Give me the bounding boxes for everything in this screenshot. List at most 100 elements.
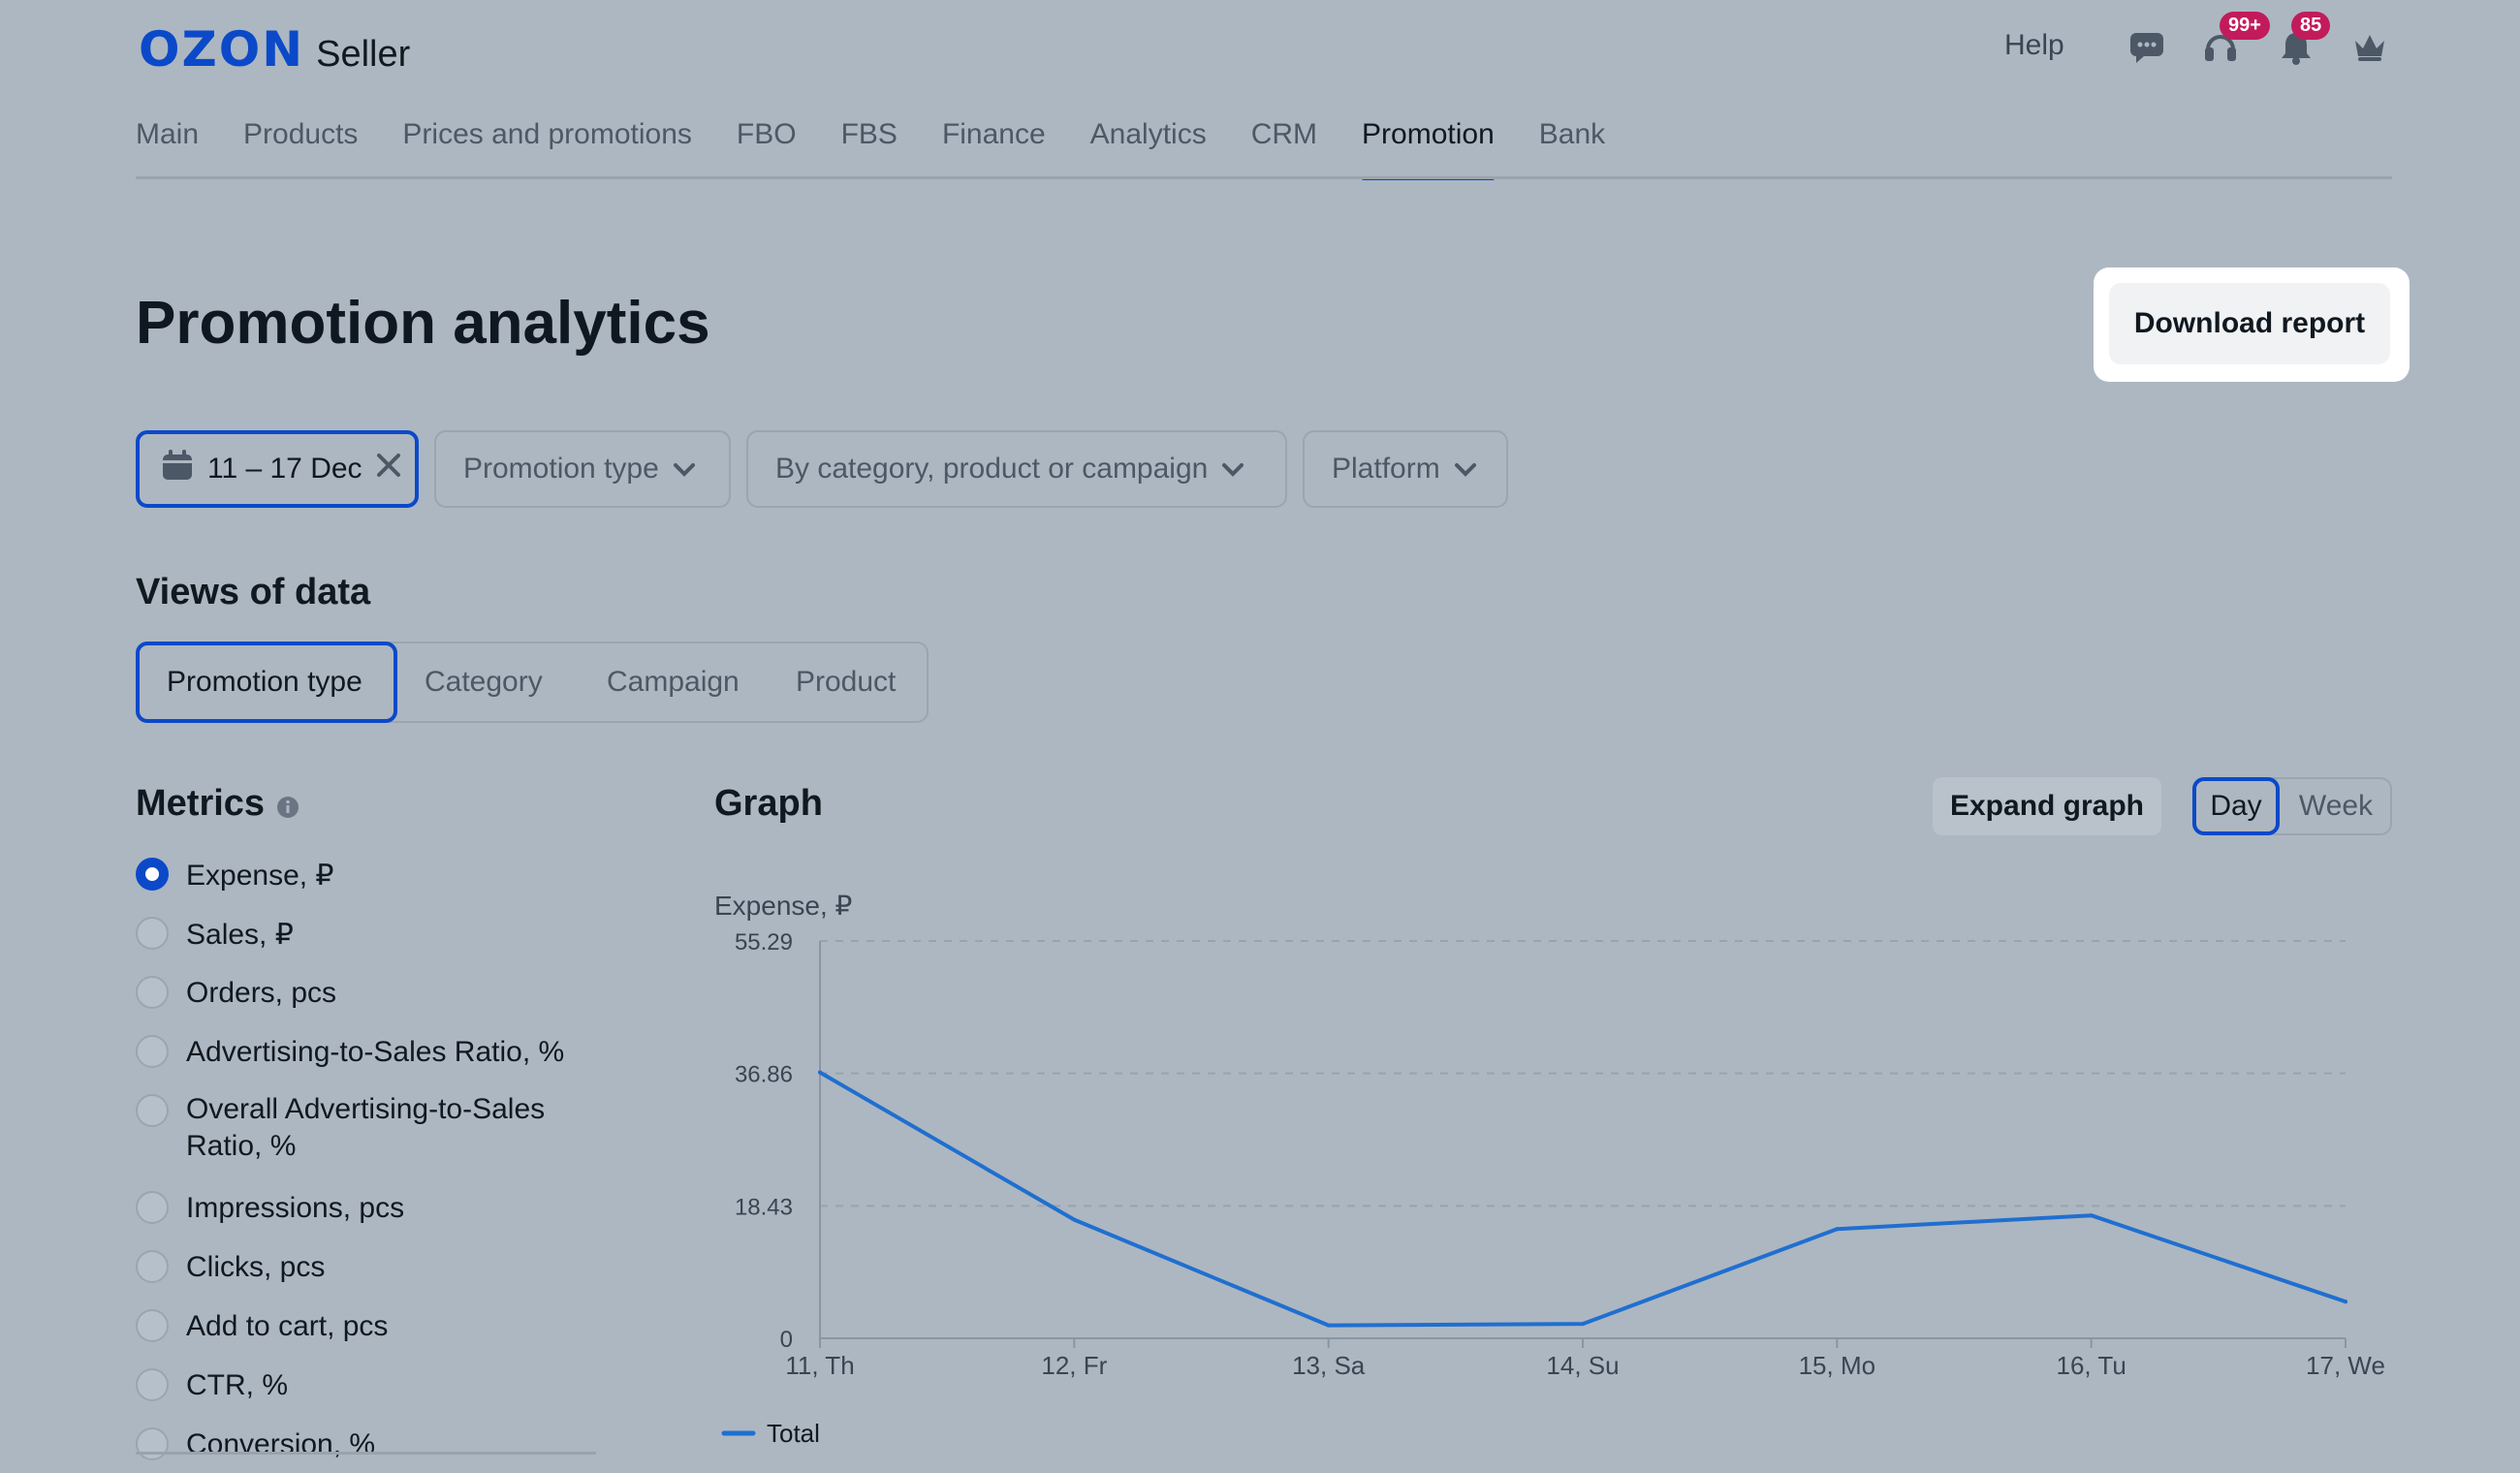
graph-title: Graph [714,783,823,824]
nav-item-analytics[interactable]: Analytics [1089,118,1207,150]
support-icon[interactable]: 99+ [2200,12,2270,66]
main-nav: Main Products Prices and promotions FBO … [136,118,1606,180]
x-tick-label: 12, Fr [1041,1351,1107,1380]
y-tick-label: 55.29 [735,929,793,956]
tab-campaign[interactable]: Campaign [607,666,740,698]
metric-option[interactable]: Advertising-to-Sales Ratio, % [136,1035,640,1069]
crown-icon[interactable] [2349,29,2390,66]
metric-option[interactable]: Add to cart, pcs [136,1309,640,1343]
nav-item-fbs[interactable]: FBS [840,118,898,150]
data-point [2089,1213,2094,1218]
y-tick-label: 18.43 [735,1194,793,1220]
series-line-total [818,1070,2347,1328]
nav-item-main[interactable]: Main [136,118,200,150]
metric-option[interactable]: Sales, ₽ [136,917,640,952]
metric-label: Add to cart, pcs [186,1310,389,1342]
info-icon[interactable] [276,796,299,819]
radio-selected[interactable] [136,858,169,891]
metric-label: CTR, % [186,1369,288,1401]
search-filter[interactable]: By category, product or campaign [746,430,1287,508]
data-point [1326,1323,1331,1328]
metrics-list-divider [136,1452,596,1455]
tab-product[interactable]: Product [796,666,897,698]
metric-label: Advertising-to-Sales Ratio, % [186,1036,565,1068]
promotion-type-filter[interactable]: Promotion type [434,430,731,508]
metric-option[interactable]: CTR, % [136,1368,640,1402]
nav-item-crm[interactable]: CRM [1250,118,1318,150]
bell-icon[interactable]: 85 [2276,12,2331,66]
date-filter[interactable]: 11 – 17 Dec [136,430,419,508]
period-week-button[interactable]: Week [2298,790,2374,822]
platform-filter-label: Platform [1332,453,1440,485]
x-tick-label: 14, Su [1546,1351,1619,1380]
metric-option[interactable]: Overall Advertising-to-Sales Ratio, % [136,1093,591,1165]
period-day-button[interactable]: Day [2192,777,2280,835]
data-point [1581,1322,1585,1327]
support-badge: 99+ [2220,12,2270,40]
expand-graph-button[interactable]: Expand graph [1933,777,2161,835]
metric-label: Orders, pcs [186,977,337,1009]
chevron-down-icon [1454,453,1477,486]
tab-category[interactable]: Category [425,666,543,698]
metric-label: Sales, ₽ [186,919,294,951]
data-point [2344,1300,2347,1304]
nav-item-finance[interactable]: Finance [941,118,1046,150]
nav-item-prices-and-promotions[interactable]: Prices and promotions [402,118,692,150]
platform-filter[interactable]: Platform [1303,430,1508,508]
metric-option[interactable]: Orders, pcs [136,976,640,1010]
metric-label: Conversion, % [186,1428,376,1460]
metric-option[interactable]: Expense, ₽ [136,858,640,893]
x-tick-label: 16, Tu [2057,1351,2126,1380]
metric-label: Expense, ₽ [186,860,334,892]
x-tick-label: 11, Th [785,1351,854,1380]
page-title: Promotion analytics [136,290,710,357]
metric-label: Clicks, pcs [186,1251,326,1283]
chart-ylabel: Expense, ₽ [714,891,853,921]
nav-divider [136,176,2392,179]
logo-product: Seller [316,34,411,75]
radio[interactable] [136,1191,169,1224]
radio[interactable] [136,917,169,950]
radio[interactable] [136,1368,169,1401]
radio[interactable] [136,1250,169,1283]
nav-item-products[interactable]: Products [243,118,359,150]
data-point [818,1070,822,1075]
download-report-button[interactable]: Download report [2109,283,2390,364]
logo-brand: OZON [139,21,305,78]
nav-item-bank[interactable]: Bank [1538,118,1606,150]
chevron-down-icon [673,453,696,486]
tab-promotion-type[interactable]: Promotion type [136,642,397,723]
metric-label: Impressions, pcs [186,1192,405,1224]
radio[interactable] [136,1427,169,1460]
x-tick-label: 17, We [2306,1351,2385,1380]
y-tick-label: 0 [780,1327,793,1353]
metric-option[interactable]: Impressions, pcs [136,1191,640,1225]
chevron-down-icon [1221,453,1244,486]
data-point [1835,1227,1840,1232]
metrics-header: Metrics [136,783,299,825]
metrics-title: Metrics [136,783,266,824]
help-link[interactable]: Help [2004,29,2064,61]
search-filter-label: By category, product or campaign [775,453,1209,485]
ozon-seller-logo[interactable]: OZON Seller [139,21,410,78]
chat-icon[interactable] [2126,29,2167,66]
metric-option[interactable]: Conversion, % [136,1427,640,1461]
metric-option[interactable]: Clicks, pcs [136,1250,640,1284]
x-tick-label: 13, Sa [1292,1351,1366,1380]
radio[interactable] [136,1035,169,1068]
y-tick-label: 36.86 [735,1062,793,1088]
x-tick-label: 15, Mo [1799,1351,1876,1380]
notifications-badge: 85 [2291,12,2331,40]
nav-item-fbo[interactable]: FBO [736,118,797,150]
radio[interactable] [136,976,169,1009]
views-title: Views of data [136,572,371,612]
date-filter-value: 11 – 17 Dec [207,453,362,485]
clear-date-icon[interactable] [376,453,401,486]
legend-label: Total [767,1419,820,1448]
promotion-type-filter-label: Promotion type [463,453,659,485]
radio[interactable] [136,1309,169,1342]
radio[interactable] [136,1094,169,1127]
metric-label: Overall Advertising-to-Sales Ratio, % [186,1093,546,1162]
calendar-icon [161,449,194,489]
